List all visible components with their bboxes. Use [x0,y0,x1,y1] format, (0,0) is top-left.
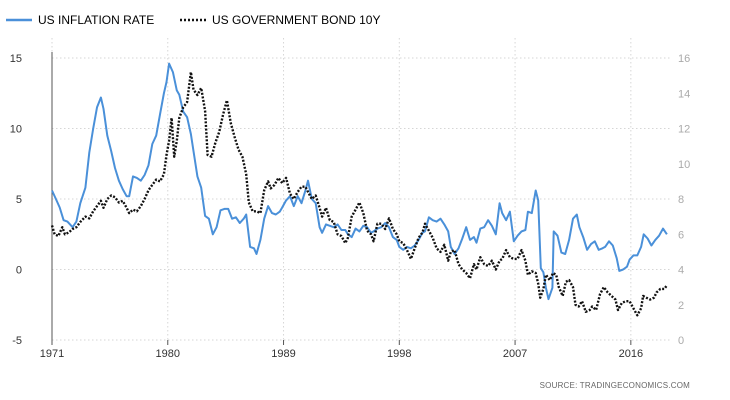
y-left-tick-label: 15 [10,53,22,65]
y-left-tick-label: -5 [12,335,22,347]
x-tick-label: 1989 [271,348,295,360]
y-right-tick-label: 2 [678,300,684,312]
y-right-tick-label: 6 [678,229,684,241]
x-tick-label: 1971 [40,348,64,360]
x-tick-label: 2016 [619,348,643,360]
y-right-tick-label: 0 [678,335,684,347]
y-left-tick-label: 10 [10,124,22,136]
x-tick-label: 1980 [156,348,180,360]
y-right-tick-label: 8 [678,194,684,206]
y-right-tick-label: 10 [678,159,690,171]
gridlines [51,38,672,341]
x-tick-label: 1998 [387,348,411,360]
axes: -5 0 5 10 15 0 2 4 6 8 10 12 14 16 1971 1980 1989 1998 200… [10,52,690,360]
series-line-bond [50,70,668,317]
y-left-tick-label: 0 [16,265,22,277]
y-right-tick-label: 14 [678,88,690,100]
legend: US INFLATION RATE US GOVERNMENT BOND 10Y [6,13,380,27]
x-tick-label: 2007 [503,348,527,360]
y-left-tick-label: 5 [16,194,22,206]
series-line-inflation [51,62,668,301]
legend-label-inflation: US INFLATION RATE [38,13,154,27]
source-label: SOURCE: TRADINGECONOMICS.COM [540,381,690,390]
y-right-tick-label: 16 [678,53,690,65]
y-right-tick-label: 12 [678,124,690,136]
y-right-tick-label: 4 [678,265,684,277]
series-layer [50,62,668,317]
legend-label-bond: US GOVERNMENT BOND 10Y [212,13,380,27]
